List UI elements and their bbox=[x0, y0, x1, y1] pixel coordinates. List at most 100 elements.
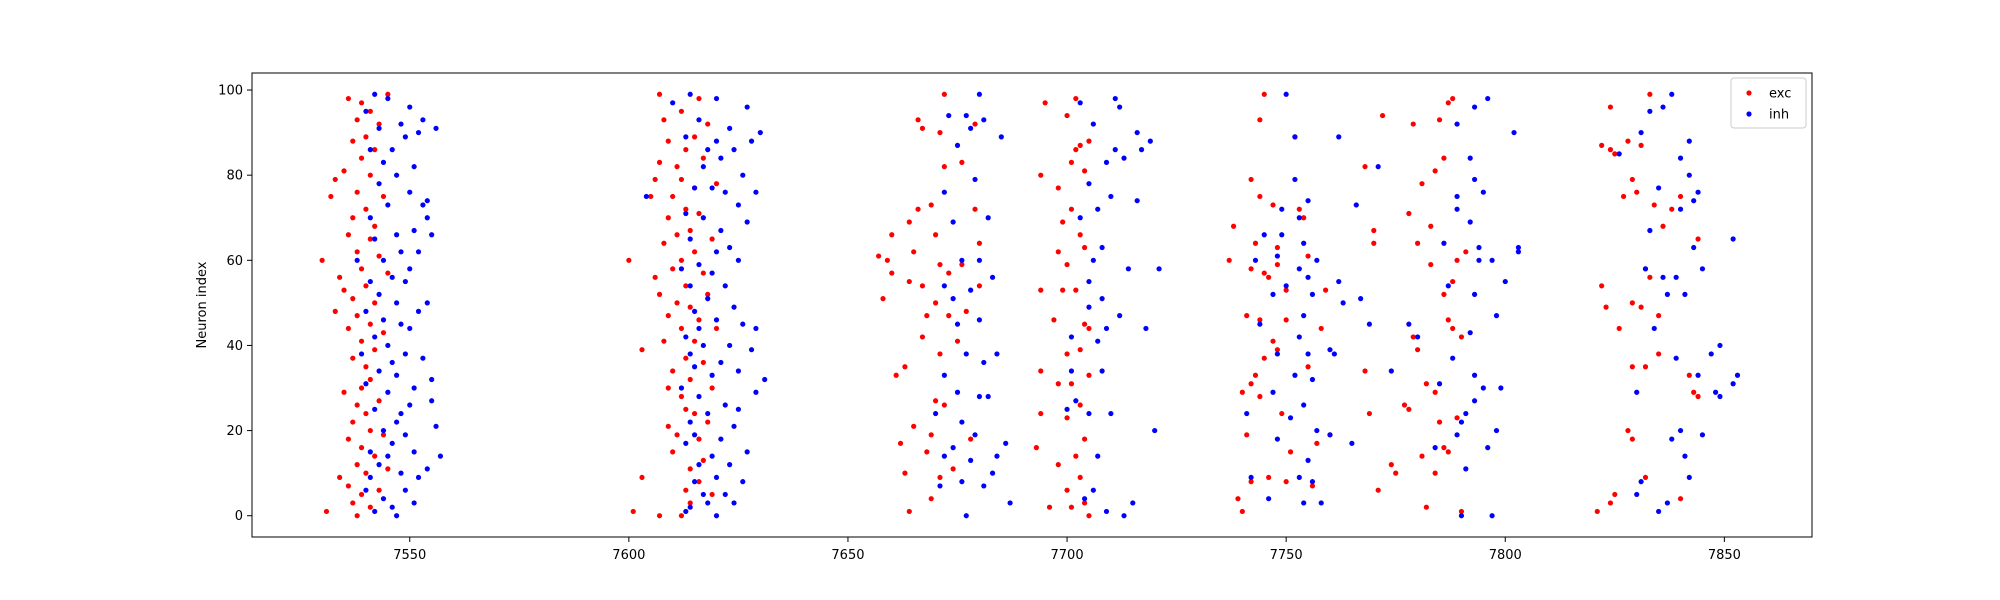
inh-spike bbox=[1366, 321, 1373, 327]
inh-spike bbox=[389, 504, 395, 510]
inh-spike bbox=[735, 368, 742, 374]
exc-spike bbox=[358, 338, 365, 344]
inh-spike bbox=[376, 368, 382, 374]
inh-spike bbox=[1261, 232, 1267, 238]
exc-spike bbox=[1296, 206, 1302, 212]
exc-spike bbox=[1436, 419, 1443, 425]
inh-spike bbox=[740, 321, 746, 327]
inh-spike bbox=[1730, 236, 1736, 242]
exc-spike bbox=[700, 457, 706, 463]
inh-spike bbox=[1090, 487, 1096, 493]
inh-spike bbox=[1152, 427, 1158, 434]
exc-spike bbox=[1081, 244, 1088, 251]
inh-spike bbox=[1064, 406, 1070, 412]
inh-spike bbox=[1463, 466, 1469, 472]
inh-spike bbox=[1634, 389, 1640, 395]
exc-spike bbox=[1677, 193, 1684, 200]
exc-spike bbox=[959, 159, 965, 165]
inh-spike bbox=[981, 359, 987, 366]
inh-spike bbox=[407, 189, 413, 195]
legend-marker-exc bbox=[1746, 90, 1752, 96]
inh-spike bbox=[941, 283, 947, 289]
inh-spike bbox=[1274, 253, 1280, 259]
exc-spike bbox=[1060, 287, 1066, 293]
inh-spike bbox=[1432, 445, 1438, 451]
inh-spike bbox=[1296, 266, 1302, 272]
inh-spike bbox=[1095, 338, 1101, 344]
inh-spike bbox=[1458, 419, 1465, 425]
exc-spike bbox=[1432, 470, 1438, 476]
inh-spike bbox=[1717, 342, 1723, 349]
exc-spike bbox=[354, 189, 360, 195]
inh-spike bbox=[1511, 129, 1517, 136]
inh-spike bbox=[1686, 138, 1692, 144]
inh-spike bbox=[744, 449, 750, 455]
inh-spike bbox=[1476, 257, 1482, 263]
inh-spike bbox=[683, 134, 689, 140]
exc-spike bbox=[1454, 415, 1460, 421]
exc-spike bbox=[1415, 347, 1421, 353]
inh-spike bbox=[643, 193, 649, 200]
inh-spike bbox=[398, 470, 404, 476]
exc-spike bbox=[1436, 117, 1443, 123]
exc-spike bbox=[1647, 91, 1653, 97]
exc-spike bbox=[332, 176, 338, 183]
exc-spike bbox=[678, 257, 685, 263]
exc-spike bbox=[1309, 483, 1316, 489]
inh-spike bbox=[429, 376, 435, 383]
inh-spike bbox=[1471, 398, 1478, 404]
exc-spike bbox=[683, 147, 689, 153]
inh-spike bbox=[376, 125, 382, 131]
inh-spike bbox=[1108, 193, 1114, 200]
exc-spike bbox=[696, 436, 702, 442]
exc-spike bbox=[678, 325, 685, 332]
inh-spike bbox=[372, 91, 378, 97]
exc-spike bbox=[1046, 504, 1053, 510]
inh-spike bbox=[740, 479, 746, 485]
exc-spike bbox=[709, 491, 715, 498]
x-tick-label: 7700 bbox=[1051, 548, 1084, 563]
y-tick-label: 60 bbox=[226, 254, 243, 269]
exc-spike bbox=[1651, 202, 1657, 208]
inh-spike bbox=[727, 125, 733, 131]
inh-spike bbox=[429, 398, 435, 404]
exc-spike bbox=[1375, 487, 1381, 493]
exc-spike bbox=[1669, 206, 1675, 212]
exc-spike bbox=[1279, 410, 1285, 417]
inh-spike bbox=[705, 296, 711, 302]
inh-spike bbox=[376, 181, 382, 187]
exc-spike bbox=[1283, 479, 1289, 485]
inh-spike bbox=[1445, 283, 1451, 289]
inh-spike bbox=[722, 189, 728, 195]
inh-spike bbox=[1471, 372, 1478, 378]
exc-spike bbox=[1401, 402, 1408, 408]
exc-spike bbox=[328, 193, 334, 200]
inh-spike bbox=[1450, 355, 1456, 361]
inh-spike bbox=[1287, 415, 1294, 421]
inh-spike bbox=[429, 232, 435, 238]
y-tick-label: 0 bbox=[235, 509, 243, 524]
y-tick-label: 40 bbox=[226, 339, 243, 354]
inh-spike bbox=[1616, 151, 1622, 157]
exc-spike bbox=[665, 385, 671, 391]
inh-spike bbox=[376, 291, 382, 297]
exc-spike bbox=[678, 176, 685, 183]
inh-spike bbox=[1252, 257, 1259, 263]
legend: exc inh bbox=[1730, 77, 1807, 129]
inh-spike bbox=[415, 249, 422, 255]
inh-spike bbox=[367, 474, 373, 481]
exc-spike bbox=[1064, 261, 1070, 268]
inh-spike bbox=[696, 325, 702, 332]
exc-spike bbox=[1257, 317, 1263, 323]
inh-spike bbox=[735, 202, 742, 208]
exc-spike bbox=[319, 257, 325, 263]
exc-spike bbox=[1362, 164, 1368, 170]
inh-spike bbox=[385, 453, 391, 459]
exc-spike bbox=[1410, 334, 1416, 340]
exc-spike bbox=[1257, 117, 1263, 123]
exc-spike bbox=[354, 313, 360, 319]
inh-spike bbox=[407, 402, 413, 408]
exc-spike bbox=[385, 270, 391, 276]
exc-spike bbox=[350, 296, 356, 302]
